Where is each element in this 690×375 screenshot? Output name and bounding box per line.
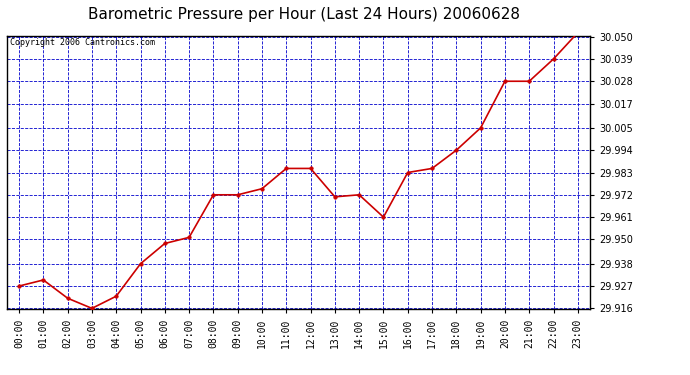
Text: Barometric Pressure per Hour (Last 24 Hours) 20060628: Barometric Pressure per Hour (Last 24 Ho… xyxy=(88,8,520,22)
Text: Copyright 2006 Cantronics.com: Copyright 2006 Cantronics.com xyxy=(10,38,155,47)
